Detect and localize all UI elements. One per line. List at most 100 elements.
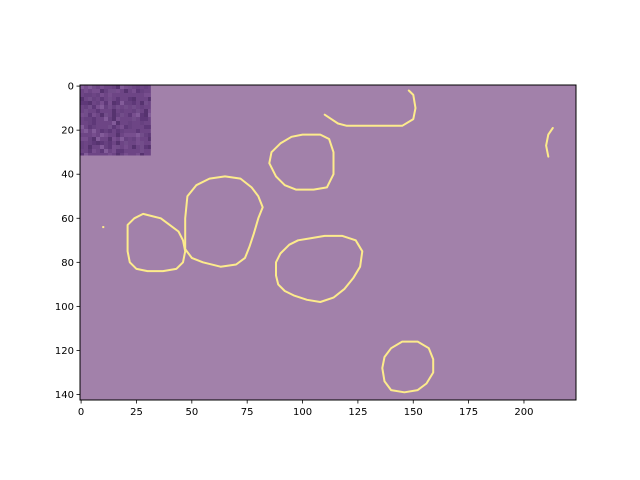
inset-texture-cell <box>84 137 88 141</box>
inset-texture-cell <box>92 85 96 89</box>
contour-8 <box>102 226 105 229</box>
inset-texture-cell <box>80 85 84 89</box>
inset-texture-cell <box>140 133 144 137</box>
axis-ticks: 0 25 50 75 100 125 150 175 200 0 20 40 60 80 100 120 140 <box>55 82 534 418</box>
inset-texture-cell <box>108 105 112 109</box>
inset-texture-cell <box>140 89 144 93</box>
inset-texture-cell <box>124 85 128 89</box>
inset-texture-cell <box>148 93 151 97</box>
inset-texture-cell <box>92 133 96 137</box>
inset-texture-cell <box>148 125 151 129</box>
inset-texture-cell <box>116 133 120 137</box>
inset-texture-cell <box>108 129 112 133</box>
inset-texture-cell <box>104 149 108 153</box>
inset-texture-cell <box>92 141 96 145</box>
inset-texture-cell <box>128 133 132 137</box>
inset-texture-cell <box>116 141 120 145</box>
inset-texture-cell <box>108 153 112 156</box>
contour-4 <box>184 175 264 268</box>
inset-texture-cell <box>88 145 92 149</box>
inset-texture-cell <box>132 105 136 109</box>
inset-texture-cell <box>80 97 84 101</box>
inset-texture-cell <box>92 117 96 121</box>
inset-texture-cell <box>88 117 92 121</box>
inset-texture-cell <box>140 145 144 149</box>
inset-texture-cell <box>116 129 120 133</box>
inset-texture-cell <box>88 101 92 105</box>
inset-texture-cell <box>108 89 112 93</box>
inset-texture-cell <box>132 137 136 141</box>
inset-texture-cell <box>100 85 104 89</box>
inset-texture-cell <box>92 125 96 129</box>
inset-texture-cell <box>112 89 116 93</box>
inset-texture-cell <box>132 133 136 137</box>
inset-texture-cell <box>108 141 112 145</box>
contour-5 <box>126 212 187 273</box>
inset-texture-cell <box>96 101 100 105</box>
y-tick-label: 0 <box>68 82 74 93</box>
inset-texture-cell <box>120 113 124 117</box>
inset-texture-cell <box>148 133 151 137</box>
inset-texture-cell <box>140 113 144 117</box>
inset-texture-cell <box>128 113 132 117</box>
inset-texture-cell <box>104 117 108 121</box>
inset-texture-cell <box>136 129 140 133</box>
y-tick-label: 100 <box>55 302 74 313</box>
inset-texture-cell <box>80 113 84 117</box>
inset-texture-cell <box>100 89 104 93</box>
contour-3 <box>268 133 335 191</box>
inset-texture-cell <box>104 105 108 109</box>
inset-texture-cell <box>92 137 96 141</box>
inset-texture-cell <box>100 93 104 97</box>
inset-texture-cell <box>84 153 88 156</box>
inset-texture-cell <box>128 85 132 89</box>
inset-texture-cell <box>96 137 100 141</box>
inset-texture-cell <box>108 97 112 101</box>
inset-texture-cell <box>148 145 151 149</box>
inset-texture-cell <box>88 149 92 153</box>
inset-texture-cell <box>116 153 120 156</box>
inset-texture-cell <box>120 129 124 133</box>
inset-texture-cell <box>96 141 100 145</box>
inset-texture-cell <box>120 101 124 105</box>
x-tick-label: 0 <box>78 407 84 418</box>
inset-texture-cell <box>100 113 104 117</box>
inset-texture-cell <box>116 145 120 149</box>
inset-texture-cell <box>140 121 144 125</box>
inset-texture-cell <box>92 105 96 109</box>
inset-texture-cell <box>140 101 144 105</box>
inset-texture-cell <box>136 137 140 141</box>
contour-1 <box>323 89 417 127</box>
inset-texture-cell <box>96 93 100 97</box>
inset-texture-cell <box>148 113 151 117</box>
inset-texture-cell <box>92 97 96 101</box>
y-tick-label: 40 <box>61 170 74 181</box>
inset-texture-cell <box>88 105 92 109</box>
inset-texture-cell <box>116 85 120 89</box>
inset-texture-cell <box>108 93 112 97</box>
inset-texture-cell <box>120 125 124 129</box>
inset-texture-cell <box>112 149 116 153</box>
inset-texture-cell <box>128 101 132 105</box>
inset-texture-cell <box>112 121 116 125</box>
inset-texture-cell <box>124 153 128 156</box>
inset-texture-cell <box>112 137 116 141</box>
inset-texture-cell <box>124 105 128 109</box>
inset-texture-cell <box>80 101 84 105</box>
inset-texture-cell <box>144 145 148 149</box>
y-tick-label: 80 <box>61 258 74 269</box>
inset-texture-cell <box>144 113 148 117</box>
inset-texture-cell <box>84 113 88 117</box>
inset-texture-cell <box>132 109 136 113</box>
inset-texture-cell <box>124 101 128 105</box>
inset-texture-cell <box>148 137 151 141</box>
inset-texture-cell <box>104 89 108 93</box>
inset-texture-cell <box>84 117 88 121</box>
inset-texture-cell <box>92 121 96 125</box>
inset-texture-cell <box>100 101 104 105</box>
inset-texture-cell <box>88 85 92 89</box>
inset-texture-cell <box>80 153 84 156</box>
inset-texture-cell <box>100 97 104 101</box>
inset-texture-cell <box>120 85 124 89</box>
inset-texture-cell <box>112 109 116 113</box>
